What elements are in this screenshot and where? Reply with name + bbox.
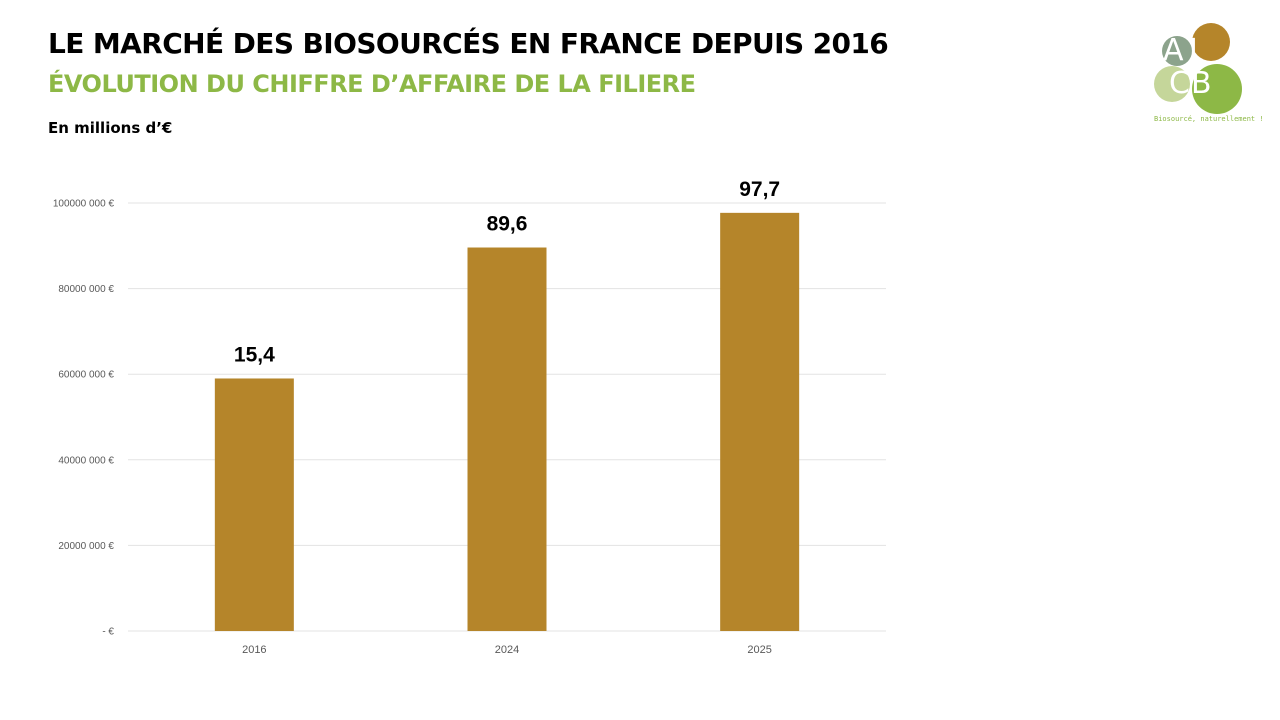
data-labels: 15,4 89,6 97,7 [234,178,780,367]
logo-circle-i [1192,23,1230,61]
data-label-2016: 15,4 [234,343,275,366]
x-tick-label: 2025 [747,644,771,656]
aicb-logo: A I C B Biosourcé, naturellement ! [1148,20,1264,130]
logo-letter-a: A [1163,33,1184,68]
logo-circle-a [1162,36,1192,66]
y-axis-tick-labels: - € 20000 000 € 40000 000 € 60000 000 € 8000… [53,199,115,638]
logo-letter-c: C [1169,66,1190,101]
y-tick-label: - € [102,627,114,638]
y-tick-label: 80000 000 € [58,284,114,295]
page-subtitle: ÉVOLUTION DU CHIFFRE D’AFFAIRE DE LA FIL… [48,70,696,98]
units-note: En millions d’€ [48,119,173,137]
logo-circle-c [1154,66,1190,102]
y-tick-label: 20000 000 € [58,541,114,552]
data-label-2024: 89,6 [487,213,528,236]
x-tick-label: 2024 [495,644,519,656]
x-tick-label: 2016 [242,644,266,656]
x-axis-tick-labels: 2016 2024 2025 [242,644,772,656]
data-label-2025: 97,7 [739,178,780,201]
y-tick-label: 40000 000 € [58,455,114,466]
y-tick-label: 100000 000 € [53,199,115,210]
logo-tagline: Biosourcé, naturellement ! [1154,115,1264,123]
page-title: LE MARCHÉ DES BIOSOURCÉS EN FRANCE DEPUI… [48,27,889,60]
bar-2024 [467,247,547,631]
bar-2025 [720,212,800,631]
logo-circle-b [1192,64,1242,114]
y-tick-label: 60000 000 € [58,370,114,381]
bars [214,212,800,631]
bar-2016 [214,378,294,631]
logo-letter-b: B [1191,66,1212,101]
logo-letter-i: I [1189,33,1198,68]
